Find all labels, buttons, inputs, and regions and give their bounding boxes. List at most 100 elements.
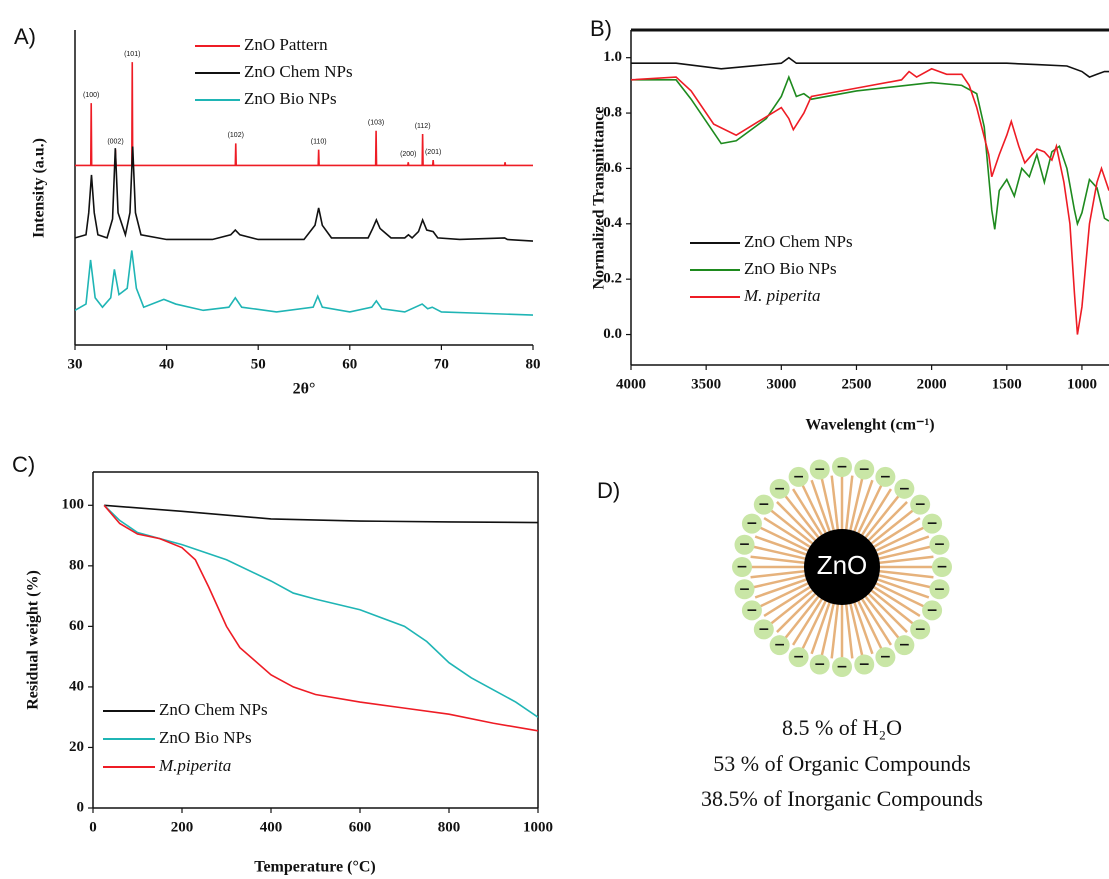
ligand (750, 569, 813, 579)
ligand (866, 581, 921, 618)
data-line (631, 74, 1109, 230)
charge-bead (753, 494, 774, 515)
ligand (850, 479, 874, 540)
charge-symbol: − (898, 481, 910, 497)
charge-symbol: − (793, 649, 805, 665)
charge-symbol: − (934, 537, 946, 553)
ligand (853, 483, 884, 541)
ligand (870, 545, 932, 562)
ligand (783, 494, 825, 545)
ligand (769, 508, 820, 550)
data-line (631, 67, 1109, 335)
ligand (752, 545, 814, 562)
x-tick-label: 4000 (616, 376, 646, 392)
ligand (791, 488, 828, 543)
x-tick-label: 80 (526, 356, 541, 372)
charge-bead (910, 494, 931, 515)
y-tick-label: 1.0 (603, 49, 622, 65)
ligand (844, 596, 854, 659)
charge-bead (929, 579, 950, 600)
ligand (847, 477, 864, 539)
ligand (864, 508, 915, 550)
charge-bead (932, 557, 952, 577)
data-line (103, 504, 538, 732)
x-axis-title: 2θ° (293, 381, 316, 398)
ligand (830, 596, 840, 659)
data-line (631, 56, 1109, 78)
ligand (869, 575, 930, 599)
charge-symbol: − (836, 659, 848, 675)
x-tick-label: 600 (349, 819, 372, 835)
legend-label: ZnO Pattern (244, 35, 328, 54)
caption: 38.5% of Inorganic Compounds (701, 786, 983, 811)
charge-bead (894, 478, 915, 499)
ligand (800, 593, 831, 651)
core-label: ZnO (817, 550, 868, 580)
charge-bead (741, 513, 762, 534)
ligand (871, 569, 934, 579)
y-axis-title: Residual weight (%) (25, 570, 42, 710)
charge-symbol: − (739, 581, 751, 597)
legend-label: ZnO Chem NPs (159, 700, 268, 719)
x-tick-label: 200 (171, 819, 194, 835)
peak-label: (110) (311, 139, 327, 146)
charge-symbol: − (858, 462, 870, 478)
ligand (870, 572, 932, 589)
charge-bead (753, 619, 774, 640)
x-tick-label: 50 (251, 356, 266, 372)
ligand (830, 475, 840, 538)
charge-symbol: − (914, 621, 926, 637)
ligand (769, 584, 820, 626)
charge-symbol: − (758, 497, 770, 513)
charge-bead (922, 600, 943, 621)
ligand (868, 578, 926, 609)
panel-label: A) (14, 24, 36, 49)
legend-label: ZnO Chem NPs (244, 62, 353, 81)
peak-label: (112) (415, 123, 431, 130)
charge-bead (910, 619, 931, 640)
charge-bead (832, 457, 852, 477)
ligand (864, 584, 915, 626)
charge-bead (734, 534, 755, 555)
charge-symbol: − (793, 469, 805, 485)
legend-label: ZnO Bio NPs (744, 259, 837, 278)
peak-label: (102) (228, 132, 244, 139)
ligand (763, 581, 818, 618)
panel-label: C) (12, 452, 35, 477)
panel-label: D) (597, 478, 620, 503)
ligand (862, 587, 908, 633)
y-tick-label: 60 (69, 618, 84, 634)
y-tick-label: 20 (69, 739, 84, 755)
ligand (783, 589, 825, 640)
legend-label: ZnO Bio NPs (244, 89, 337, 108)
charge-symbol: − (934, 581, 946, 597)
caption: 8.5 % of H₂O (782, 715, 902, 740)
ligand (859, 589, 901, 640)
peak-label: (201) (425, 149, 441, 156)
x-tick-label: 3000 (766, 376, 796, 392)
charge-symbol: − (836, 459, 848, 475)
charge-symbol: − (774, 637, 786, 653)
ligand (856, 488, 893, 543)
charge-bead (809, 459, 830, 480)
x-tick-label: 60 (342, 356, 357, 372)
ligand (820, 595, 837, 657)
data-line (75, 146, 533, 242)
x-tick-label: 1000 (523, 819, 553, 835)
charge-bead (809, 654, 830, 675)
x-tick-label: 2500 (841, 376, 871, 392)
x-tick-label: 3500 (691, 376, 721, 392)
legend-label: ZnO Chem NPs (744, 232, 853, 251)
x-tick-label: 0 (89, 819, 97, 835)
y-axis-title: Normalized Transmittance (591, 107, 608, 290)
ligand (754, 575, 815, 599)
ligand (763, 516, 818, 553)
ligand (776, 501, 822, 547)
x-tick-label: 1500 (992, 376, 1022, 392)
ligand (844, 475, 854, 538)
y-tick-label: 40 (69, 678, 84, 694)
ligand (758, 578, 816, 609)
charge-symbol: − (746, 602, 758, 618)
y-tick-label: 0 (77, 799, 85, 815)
